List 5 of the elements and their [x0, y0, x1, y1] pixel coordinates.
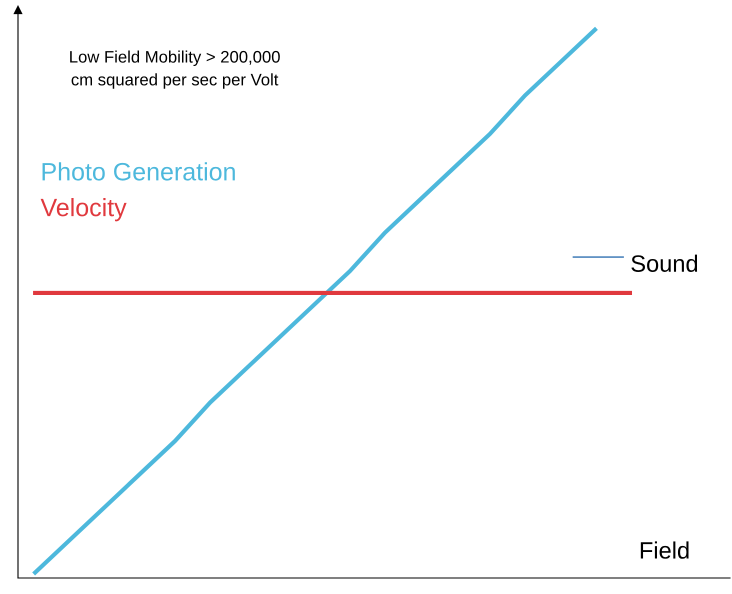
annotation: Low Field Mobility > 200,000 cm squared per sec per Volt [70, 50, 280, 89]
x-axis-title: Field [640, 541, 689, 559]
text: Velocity [40, 198, 127, 222]
text: Photo Generation [42, 162, 235, 181]
annotation: Sound [631, 254, 698, 272]
